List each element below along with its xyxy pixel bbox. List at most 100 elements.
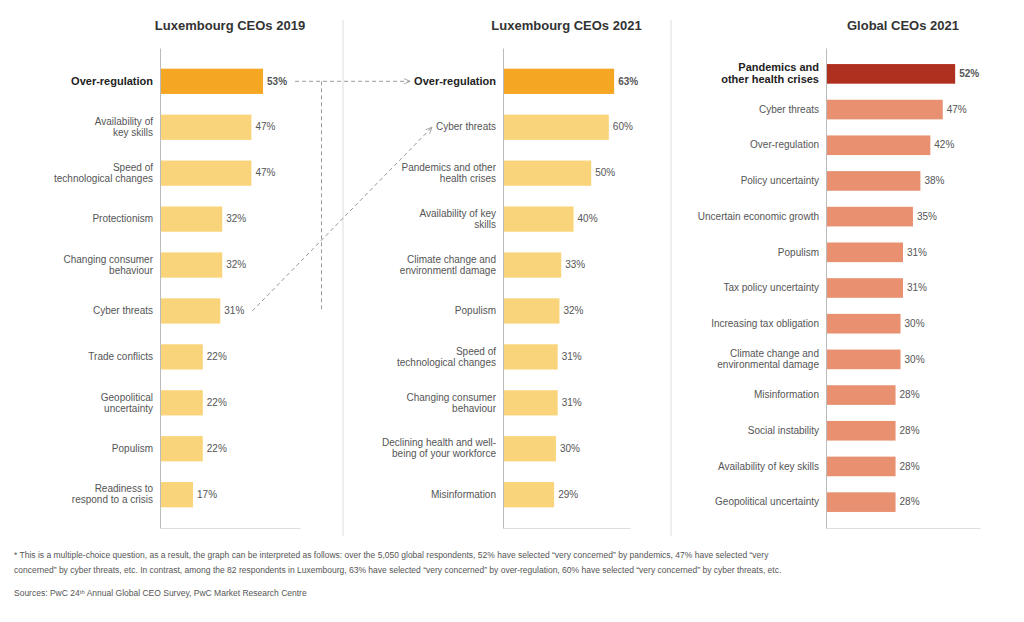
tick: Cyber threats (436, 121, 496, 132)
tick: Availability ofkey skills (95, 116, 153, 138)
data-label: 31% (224, 305, 244, 316)
bar (826, 64, 955, 84)
data-label: 22% (207, 351, 227, 362)
bars (826, 64, 955, 512)
data-label: 35% (917, 211, 937, 222)
tick: Speed oftechnological changes (54, 162, 153, 184)
tick: Availability of keyskills (419, 208, 496, 230)
x-axis-line (161, 528, 301, 529)
tick-label: Over-regulation (71, 75, 153, 87)
bar (160, 298, 220, 323)
separator (671, 20, 672, 536)
connector-line (321, 81, 322, 311)
y-axis: Over-regulation Availability ofkey skills… (54, 49, 160, 529)
tick-label: Protectionism (92, 213, 153, 224)
chart: Over-regulation Availability ofkey skills… (0, 0, 1024, 622)
data-label: 47% (255, 167, 275, 178)
tick: Availability of key skills (718, 461, 819, 472)
bar (160, 69, 263, 94)
tick-label: Geopoliticaluncertainty (101, 392, 153, 414)
tick-label: Populism (778, 247, 819, 258)
bar (826, 242, 903, 262)
x-axis-line (827, 528, 981, 529)
bar (826, 457, 896, 477)
title: Global CEOs 2021 (847, 18, 959, 33)
data-label: 17% (197, 489, 217, 500)
tick: Cyber threats (759, 104, 819, 115)
tick: Social instability (748, 425, 819, 436)
data-label: 38% (924, 175, 944, 186)
footnotes: * This is a multiple-choice question, as… (14, 550, 781, 598)
tick: Declining health and well-being of your … (382, 437, 496, 459)
panel: Over-regulation Cyber threats Pandemics an… (382, 18, 642, 529)
tick-label: Speed oftechnological changes (397, 346, 496, 368)
tick: Geopolitical uncertainty (715, 496, 819, 507)
data-label: 29% (558, 489, 578, 500)
data-label: 30% (905, 318, 925, 329)
bars (503, 69, 614, 508)
bar (826, 314, 901, 334)
tick-label: Speed oftechnological changes (54, 162, 153, 184)
data-label: 22% (207, 397, 227, 408)
tick: Over-regulation (750, 139, 819, 150)
tick-label: Increasing tax obligation (711, 318, 819, 329)
data-label: 42% (934, 139, 954, 150)
tick-label: Misinformation (754, 389, 819, 400)
tick-label: Declining health and well-being of your … (382, 437, 496, 459)
bar (826, 385, 896, 405)
bar (160, 390, 203, 415)
footnote: Sources: PwC 24ᵗʰ Annual Global CEO Surv… (14, 588, 307, 598)
tick: Over-regulation (414, 75, 496, 87)
x-axis (504, 528, 631, 529)
bar (160, 482, 193, 507)
data-label: 47% (947, 104, 967, 115)
panel: Over-regulation Availability ofkey skills… (54, 18, 305, 529)
tick-label: Policy uncertainty (741, 175, 819, 186)
bar (160, 206, 222, 231)
data-label: 28% (900, 425, 920, 436)
bar (826, 135, 930, 155)
tick-label: Climate change andenvironmental damage (717, 348, 819, 370)
tick-label: Misinformation (431, 489, 496, 500)
tick: Over-regulation (71, 75, 153, 87)
tick: Policy uncertainty (741, 175, 819, 186)
bar (503, 344, 558, 369)
data-label: 32% (563, 305, 583, 316)
bar (503, 482, 554, 507)
tick: Tax policy uncertainty (723, 282, 819, 293)
footnote: concerned” by cyber threats, etc. In con… (14, 565, 781, 575)
bar (826, 171, 920, 191)
bar (826, 100, 943, 120)
bar (160, 115, 251, 140)
tick: Pandemics and otherhealth crises (401, 162, 496, 184)
tick-label: Pandemics andother health crises (721, 61, 819, 85)
data-labels: 53%47%47%32%32%31%22%22%22%17% (197, 76, 287, 500)
tick: Uncertain economic growth (698, 211, 819, 222)
data-label: 28% (900, 461, 920, 472)
tick-label: Uncertain economic growth (698, 211, 819, 222)
data-label: 30% (560, 443, 580, 454)
data-label: 28% (900, 496, 920, 507)
bar (503, 69, 614, 94)
tick: Climate change andenvironmentl damage (400, 254, 497, 276)
tick-label: Tax policy uncertainty (723, 282, 819, 293)
bar (503, 252, 561, 277)
bar (503, 161, 591, 186)
tick-label: Social instability (748, 425, 819, 436)
tick: Trade conflicts (88, 351, 153, 362)
connector-arrow (295, 81, 410, 82)
bar (503, 390, 558, 415)
data-labels: 63%60%50%40%33%32%31%31%30%29% (558, 76, 638, 500)
data-label: 63% (618, 76, 638, 87)
data-label: 31% (907, 247, 927, 258)
data-label: 31% (907, 282, 927, 293)
bar (503, 115, 609, 140)
tick-label: Readiness torespond to a crisis (72, 483, 154, 505)
connector-arrow (252, 127, 432, 311)
tick-label: Cyber threats (93, 305, 153, 316)
tick: Speed oftechnological changes (397, 346, 496, 368)
y-axis-line (503, 49, 504, 529)
tick: Climate change andenvironmental damage (717, 348, 819, 370)
tick-label: Over-regulation (750, 139, 819, 150)
bar (160, 252, 222, 277)
